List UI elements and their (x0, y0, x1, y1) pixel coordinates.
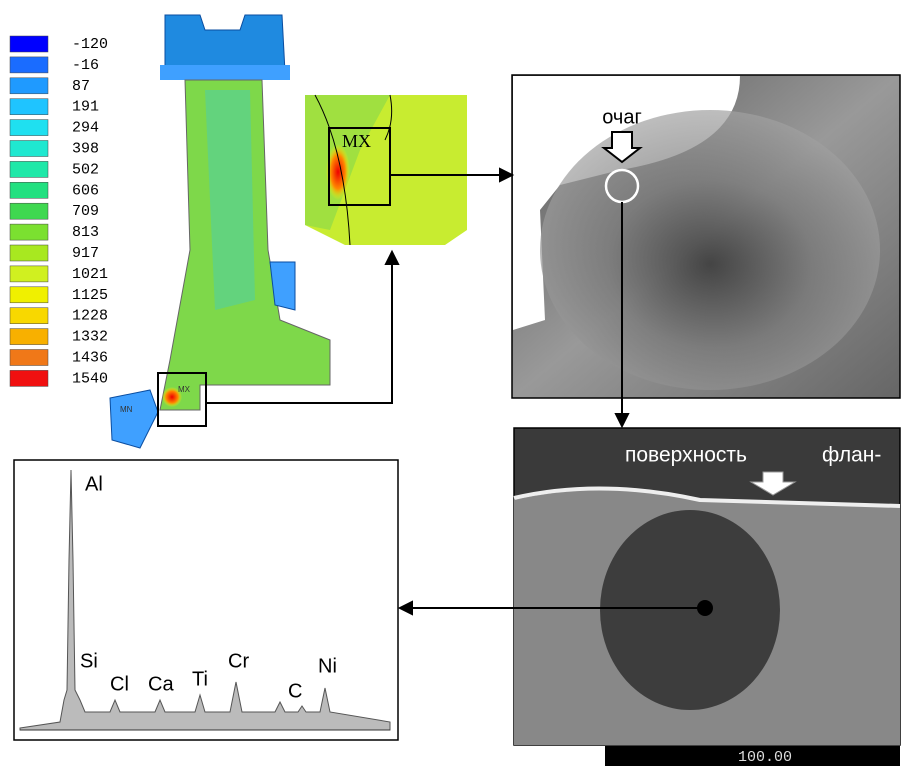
legend-swatch (10, 350, 48, 366)
sem-photo: поверхность флан- 100.00 (514, 428, 900, 766)
peak-label: Cl (110, 673, 129, 695)
legend-value: 1021 (72, 266, 108, 283)
figure: -120 -16 87 191 294 398 502 606 709 813 917 1021 112… (0, 0, 906, 766)
peak-label: Ca (148, 673, 174, 695)
legend-swatch (10, 182, 48, 198)
fea-model: MX MN (110, 15, 330, 448)
legend-value: 606 (72, 182, 99, 199)
fracture-photo: очаг (512, 75, 900, 398)
legend-swatch (10, 370, 48, 386)
legend-value: 398 (72, 140, 99, 157)
legend-value: 1228 (72, 308, 108, 325)
legend-value: 1540 (72, 370, 108, 387)
legend-swatch (10, 57, 48, 73)
peak-label: Si (80, 650, 98, 672)
surface-label: поверхность (625, 444, 747, 467)
flange-label: флан- (822, 444, 881, 467)
peak-label: Al (85, 473, 103, 495)
legend-swatch (10, 308, 48, 324)
legend: -120 -16 87 191 294 398 502 606 709 813 917 1021 112… (10, 36, 108, 387)
legend-value: 813 (72, 224, 99, 241)
legend-value: 1436 (72, 349, 108, 366)
legend-swatch (10, 203, 48, 219)
legend-value: 709 (72, 203, 99, 220)
legend-swatch (10, 161, 48, 177)
legend-value: 502 (72, 161, 99, 178)
legend-value: 87 (72, 78, 90, 95)
legend-swatch (10, 329, 48, 345)
fea-inset: MX (305, 95, 467, 245)
legend-value: 1125 (72, 287, 108, 304)
legend-value: 1332 (72, 329, 108, 346)
legend-swatch (10, 120, 48, 136)
max-label: MX (342, 131, 371, 151)
peak-label: C (288, 680, 302, 702)
legend-swatch (10, 245, 48, 261)
legend-value: 294 (72, 120, 99, 137)
origin-label: очаг (602, 106, 642, 128)
peak-label: Ti (192, 668, 208, 690)
legend-swatch (10, 141, 48, 157)
legend-value: 917 (72, 245, 99, 262)
legend-swatch (10, 266, 48, 282)
peak-label: Cr (228, 650, 249, 672)
min-label: MN (120, 405, 133, 414)
peak-label: Ni (318, 655, 337, 677)
max-label-small: MX (178, 385, 191, 394)
scale-label: 100.00 (738, 749, 792, 766)
legend-value: -16 (72, 57, 99, 74)
legend-swatch (10, 287, 48, 303)
spectrum: Al Si Cl Ca Ti Cr C Ni (14, 460, 398, 740)
legend-value: -120 (72, 36, 108, 53)
legend-swatch (10, 36, 48, 52)
legend-value: 191 (72, 99, 99, 116)
legend-swatch (10, 78, 48, 94)
legend-swatch (10, 224, 48, 240)
legend-swatch (10, 99, 48, 115)
